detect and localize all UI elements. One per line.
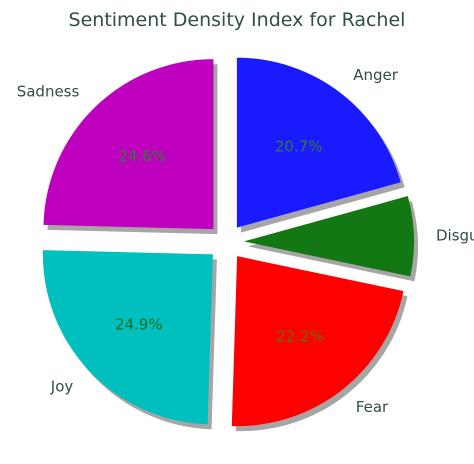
percent-label-joy: 24.9%: [115, 315, 163, 333]
slice-label-anger: Anger: [353, 66, 399, 84]
slices: [42, 57, 414, 427]
chart-title: Sentiment Density Index for Rachel: [69, 9, 406, 31]
percent-label-fear: 22.2%: [276, 327, 324, 345]
slice-label-disgust: Disgust: [436, 226, 474, 244]
percent-labels: 24.6% 24.9% 22.2% 20.7%: [115, 137, 324, 345]
percent-label-sadness: 24.6%: [118, 147, 166, 165]
percent-label-anger: 20.7%: [275, 137, 323, 155]
slice-label-joy: Joy: [50, 377, 74, 395]
pie-slice-sadness: [43, 59, 214, 230]
slice-labels: Sadness Joy Fear Disgust Anger: [17, 66, 474, 416]
pie-slice-joy: [42, 250, 213, 425]
pie-slice-disgust: [243, 196, 414, 277]
pie-slice-fear: [231, 256, 404, 427]
pie-slice-anger: [236, 57, 401, 228]
slice-label-sadness: Sadness: [17, 83, 80, 101]
slice-label-fear: Fear: [356, 398, 389, 416]
